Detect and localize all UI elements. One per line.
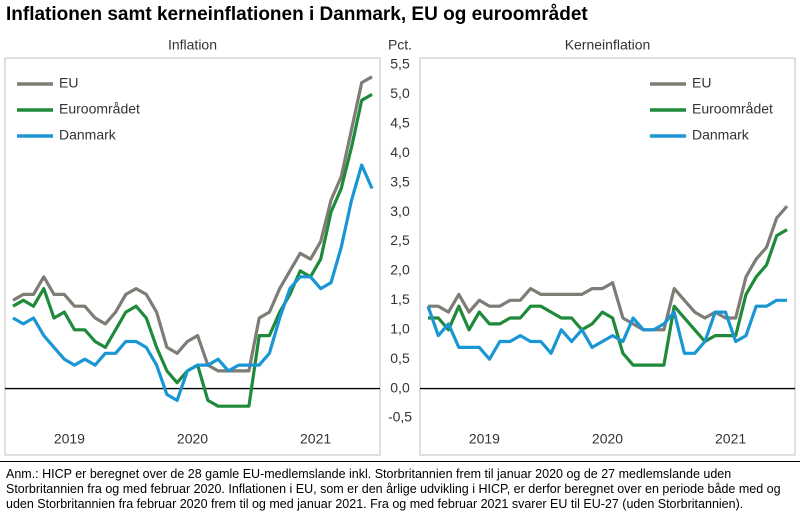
separator	[0, 461, 800, 462]
x-tick-label: 2021	[715, 431, 746, 447]
y-tick-label: 5,5	[390, 56, 410, 72]
y-tick-label: 4,0	[390, 144, 410, 160]
charts: Inflation Pct. -0,5 0,0 0,5 1,0 1,5 2,0 2,5 3,0 3,…	[4, 37, 796, 456]
y-tick-label: 5,0	[390, 85, 410, 101]
y-tick-label: -0,5	[388, 409, 412, 425]
x-tick-label: 2019	[469, 431, 500, 447]
series-line	[428, 205, 789, 332]
panel-title: Kerneinflation	[565, 37, 651, 53]
legend-label: EU	[692, 75, 711, 91]
legend-label: Danmark	[59, 127, 117, 143]
panel-frame	[419, 57, 796, 456]
series-line	[12, 75, 373, 373]
x-tick-label: 2020	[592, 431, 623, 447]
x-tick-label: 2020	[177, 431, 208, 447]
note: Anm.: HICP er beregnet over de 28 gamle …	[6, 467, 781, 511]
series-line	[428, 228, 788, 367]
y-tick-label: 1,0	[390, 320, 410, 336]
y-tick-label: 1,5	[390, 291, 410, 307]
page-title: Inflationen samt kerneinflationen i Danm…	[6, 4, 588, 25]
panel-frame	[4, 57, 381, 456]
panel-title: Inflation	[168, 37, 217, 53]
y-tick-label: 3,5	[390, 173, 410, 189]
legend-label: EU	[59, 75, 78, 91]
y-tick-label: 0,0	[390, 379, 410, 395]
y-tick-label: 2,5	[390, 232, 410, 248]
y-tick-label: 0,5	[390, 350, 410, 366]
series-line	[426, 298, 787, 361]
y-tick-label: 4,5	[390, 115, 410, 131]
y-tick-label: 2,0	[390, 262, 410, 278]
series-line	[12, 163, 374, 402]
legend-label: Danmark	[692, 127, 750, 143]
x-tick-label: 2021	[300, 431, 331, 447]
y-tick-label: 3,0	[390, 203, 410, 219]
x-tick-label: 2019	[54, 431, 85, 447]
legend-label: Euroområdet	[59, 101, 140, 117]
y-axis-label: Pct.	[388, 37, 412, 53]
legend-label: Euroområdet	[692, 101, 773, 117]
